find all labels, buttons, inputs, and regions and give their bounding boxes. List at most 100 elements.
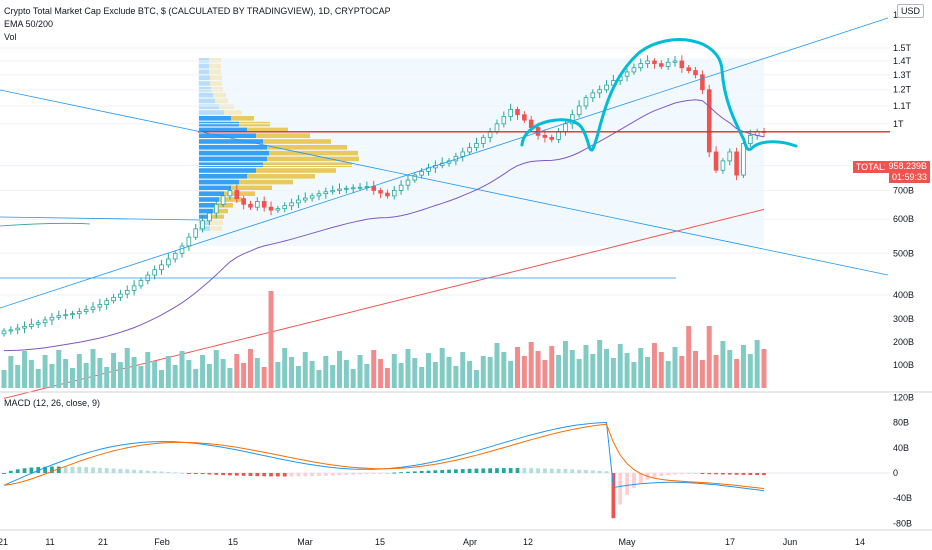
volume-bar bbox=[439, 348, 445, 388]
volume-profile-bar bbox=[199, 116, 231, 121]
macd-histogram-bar bbox=[84, 467, 89, 473]
macd-histogram-bar bbox=[748, 473, 753, 475]
macd-tick-label: 120B bbox=[893, 392, 914, 402]
candle-body bbox=[522, 114, 527, 121]
macd-histogram-bar bbox=[488, 468, 493, 473]
price-pane bbox=[0, 47, 890, 399]
time-tick-label: 17 bbox=[725, 537, 735, 547]
macd-histogram-bar bbox=[433, 470, 438, 473]
macd-histogram-bar bbox=[77, 466, 82, 473]
candle-body bbox=[563, 123, 568, 132]
macd-histogram-bar bbox=[590, 470, 595, 473]
macd-histogram-bar bbox=[221, 473, 225, 476]
volume-bar bbox=[337, 351, 342, 388]
candle-body bbox=[1, 330, 7, 335]
candle-body bbox=[152, 269, 157, 276]
volume-bar bbox=[453, 366, 459, 388]
volume-bar bbox=[22, 351, 28, 388]
macd-histogram-bar bbox=[454, 469, 458, 473]
volume-bar bbox=[501, 352, 507, 388]
volume-bar bbox=[384, 368, 390, 388]
macd-histogram-bar bbox=[207, 473, 212, 475]
macd-histogram-bar bbox=[22, 468, 27, 473]
volume-bar bbox=[604, 349, 610, 388]
volume-bar bbox=[734, 359, 740, 388]
time-tick-label: 15 bbox=[375, 537, 385, 547]
short-trendline bbox=[0, 216, 201, 221]
macd-histogram-bar bbox=[132, 469, 136, 473]
macd-histogram-bar bbox=[91, 467, 95, 473]
candle-body bbox=[672, 60, 678, 63]
currency-button[interactable]: USD bbox=[896, 4, 924, 18]
macd-histogram-bar bbox=[501, 468, 506, 473]
volume-bar bbox=[521, 356, 527, 388]
candle-body bbox=[597, 89, 602, 94]
volume-profile-bar bbox=[209, 69, 221, 75]
candle-body bbox=[207, 212, 212, 222]
volume-profile-bar bbox=[199, 104, 219, 109]
volume-bar bbox=[131, 357, 137, 388]
volume-profile-bar bbox=[199, 75, 210, 80]
volume-tick-label: 200B bbox=[893, 337, 914, 347]
volume-bar bbox=[138, 366, 144, 388]
time-tick-label: Mar bbox=[297, 537, 313, 547]
candle-body bbox=[741, 143, 746, 176]
macd-histogram-bar bbox=[173, 472, 178, 474]
volume-bar bbox=[295, 366, 301, 388]
macd-histogram-bar bbox=[543, 468, 547, 473]
volume-bar bbox=[268, 291, 274, 388]
volume-bar bbox=[412, 358, 418, 388]
volume-bar bbox=[515, 347, 520, 388]
volume-bar bbox=[542, 360, 548, 388]
volume-profile-bar bbox=[256, 168, 336, 173]
macd-histogram-bar bbox=[638, 473, 643, 484]
candle-body bbox=[22, 326, 27, 329]
volume-profile-bar bbox=[269, 150, 358, 156]
volume-profile-bar bbox=[210, 75, 222, 80]
candle-body bbox=[316, 193, 322, 197]
volume-bar bbox=[727, 350, 733, 388]
volume-bar bbox=[179, 351, 185, 388]
macd-histogram-bar bbox=[563, 469, 568, 473]
volume-profile-bar bbox=[256, 133, 310, 138]
macd-tick-label: -40B bbox=[893, 493, 912, 503]
volume-bar bbox=[275, 362, 281, 388]
volume-bar bbox=[576, 359, 582, 388]
volume-bar bbox=[289, 357, 295, 388]
candle-body bbox=[665, 61, 671, 67]
volume-bar bbox=[309, 361, 315, 388]
candle-body bbox=[549, 136, 555, 140]
volume-bar bbox=[679, 356, 685, 388]
macd-histogram-bar bbox=[228, 473, 232, 476]
candle-body bbox=[364, 186, 370, 188]
candle-body bbox=[542, 134, 548, 138]
volume-bar bbox=[624, 353, 630, 388]
volume-profile-bar bbox=[199, 63, 209, 69]
volume-profile-bar bbox=[263, 162, 352, 167]
volume-profile-bar bbox=[199, 168, 256, 173]
macd-legend: MACD (12, 26, close, 9) bbox=[4, 398, 101, 408]
macd-histogram-bar bbox=[8, 470, 13, 473]
macd-histogram-bar bbox=[700, 473, 705, 475]
candle-body bbox=[124, 289, 130, 295]
candle-body bbox=[97, 304, 103, 308]
volume-bar bbox=[480, 356, 486, 388]
volume-bar bbox=[528, 342, 534, 388]
candle-body bbox=[234, 190, 240, 200]
candle-body bbox=[652, 60, 657, 65]
volume-bar bbox=[631, 362, 637, 388]
candle-body bbox=[172, 252, 178, 260]
drawings bbox=[0, 17, 890, 309]
price-tick-label: 600B bbox=[893, 214, 914, 224]
candle-body bbox=[111, 296, 116, 302]
macd-histogram-bar bbox=[378, 473, 383, 474]
volume-profile-bar bbox=[210, 220, 223, 225]
candle-body bbox=[590, 92, 596, 99]
volume-bar bbox=[63, 359, 69, 388]
time-tick-label: Feb bbox=[154, 537, 170, 547]
volume-bar bbox=[487, 357, 493, 388]
macd-histogram-bar bbox=[727, 473, 732, 475]
candle-body bbox=[35, 322, 41, 325]
volume-bar bbox=[590, 354, 596, 388]
